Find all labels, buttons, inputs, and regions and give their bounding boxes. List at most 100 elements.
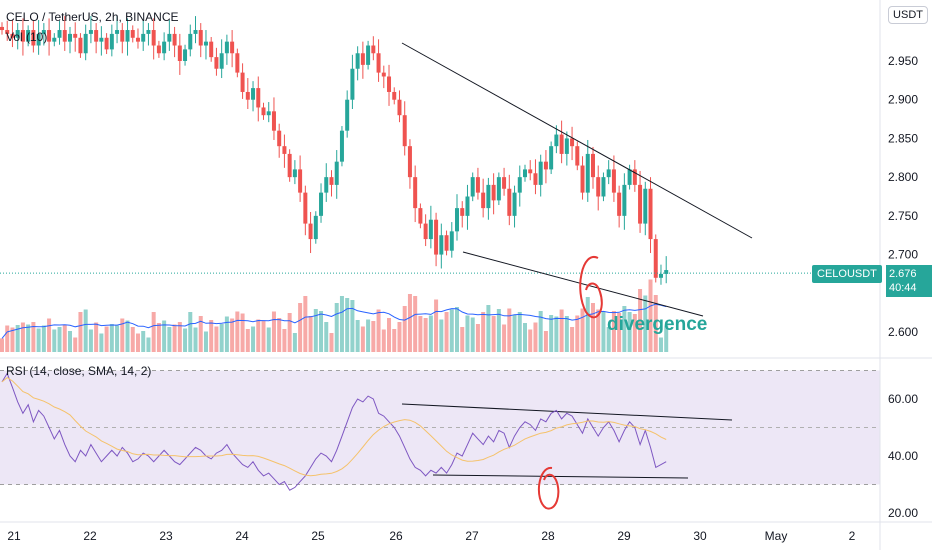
price-tick-label: 2.950 (888, 54, 918, 68)
candle (627, 169, 632, 185)
price-tick-label: 2.800 (888, 170, 918, 184)
volume-bar (481, 312, 486, 352)
volume-bar (554, 316, 559, 352)
volume-bar (638, 289, 643, 352)
volume-bar (543, 331, 548, 352)
candle (261, 107, 266, 116)
volume-bar (617, 313, 622, 352)
rsi-lower-trendline (432, 474, 689, 479)
volume-bar (88, 329, 93, 352)
candle (83, 33, 88, 54)
candle (496, 177, 501, 201)
volume-bar (313, 309, 318, 352)
volume-bar (334, 303, 339, 352)
volume-bar (350, 300, 355, 352)
volume-bar (224, 316, 229, 352)
candle (0, 26, 4, 31)
candle (371, 45, 376, 54)
volume-bar (585, 297, 590, 352)
candle (183, 49, 188, 61)
volume-bar (26, 324, 31, 352)
volume-bar (580, 308, 585, 352)
volume-bar (135, 333, 140, 352)
currency-button[interactable]: USDT (888, 6, 928, 24)
time-tick-label: 28 (541, 529, 555, 543)
rsi-ma-line (1, 376, 667, 477)
candle (57, 30, 62, 38)
candle (486, 184, 491, 209)
volume-bar (167, 327, 172, 352)
volume-bar (355, 320, 360, 352)
candle (455, 208, 460, 232)
volume-bar (62, 324, 67, 352)
rsi-tick-label: 40.00 (888, 449, 918, 463)
volume-bar (177, 322, 182, 352)
candle (298, 169, 303, 193)
volume-bar (402, 306, 407, 352)
volume-bar (559, 309, 564, 352)
volume-bar (282, 329, 287, 352)
candle (570, 138, 575, 147)
volume-bar (120, 318, 125, 352)
volume-bar (590, 303, 595, 352)
candle (428, 219, 433, 240)
candle (193, 30, 198, 34)
volume-bar (632, 314, 637, 352)
candle (392, 91, 397, 100)
volume-bar (198, 316, 203, 352)
candle (507, 188, 512, 216)
volume-bar (512, 315, 517, 352)
price-tick-label: 2.900 (888, 93, 918, 107)
candle (407, 146, 412, 178)
candle (491, 184, 496, 201)
candle (62, 30, 67, 42)
volume-bar (36, 328, 41, 352)
candle (224, 41, 229, 54)
candle (475, 177, 480, 193)
volume-bar (104, 326, 109, 352)
volume-bar (109, 324, 114, 352)
lower-trendline (462, 251, 704, 317)
time-tick-label: 25 (311, 529, 325, 543)
candle (41, 30, 46, 34)
volume-bar (256, 319, 261, 352)
candle (658, 273, 663, 278)
volume-bar (643, 295, 648, 352)
candle (203, 41, 208, 46)
volume-bar (523, 323, 527, 352)
volume-bar (465, 315, 470, 352)
volume-bar (146, 337, 151, 352)
volume-bar (47, 318, 52, 352)
volume-bar (606, 327, 611, 352)
candle (638, 184, 643, 224)
candle (512, 192, 517, 216)
candle (554, 134, 559, 147)
volume-bar (596, 309, 601, 352)
candle (387, 76, 392, 92)
volume-bar (219, 324, 224, 352)
candle (130, 30, 135, 38)
candle (538, 161, 543, 185)
candle (52, 37, 57, 42)
candle (481, 192, 486, 209)
candle (313, 215, 318, 240)
volume-bar (407, 294, 412, 352)
price-tick-label: 2.600 (888, 325, 918, 339)
volume-bar (319, 311, 324, 352)
candle (172, 33, 177, 46)
volume-bar (496, 309, 501, 352)
candle (664, 270, 669, 274)
candle (653, 239, 658, 278)
volume-bar (0, 338, 4, 352)
candle (460, 208, 465, 216)
candle (151, 30, 156, 46)
volume-bar (533, 322, 538, 352)
candle (376, 53, 381, 73)
volume-bar (193, 327, 198, 352)
time-tick-label: May (765, 529, 788, 543)
price-tick-label: 2.850 (888, 131, 918, 145)
volume-bar (251, 326, 256, 352)
volume-bar (397, 322, 402, 352)
time-tick-label: 23 (159, 529, 173, 543)
